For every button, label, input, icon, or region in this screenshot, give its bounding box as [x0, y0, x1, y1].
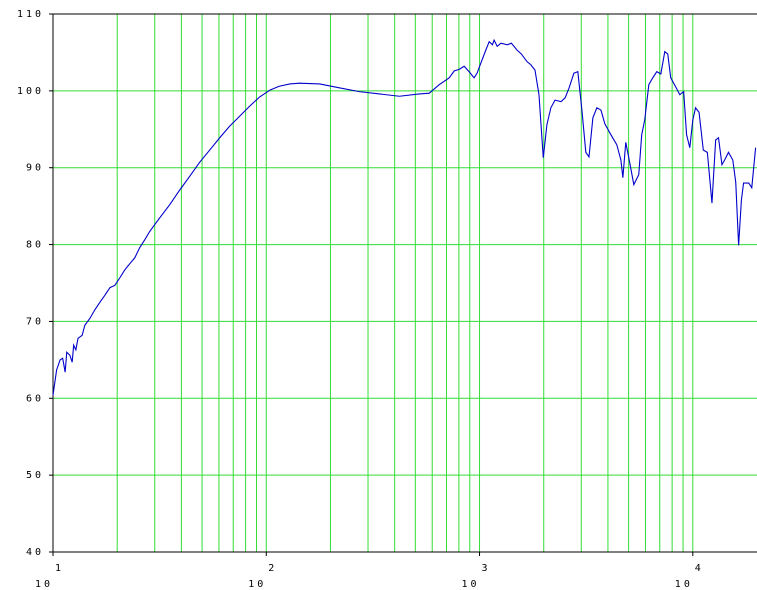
y-tick-label: 60	[26, 393, 44, 404]
x-tick-label: 10	[35, 579, 53, 590]
y-tick-label: 90	[26, 163, 44, 174]
x-tick-exponent: 1	[55, 563, 64, 574]
x-tick-exponent: 2	[268, 563, 277, 574]
y-tick-label: 50	[26, 470, 44, 481]
x-tick-exponent: 3	[482, 563, 491, 574]
x-tick-label: 10	[462, 579, 480, 590]
x-tick-exponent: 4	[695, 563, 704, 574]
x-tick-label: 10	[248, 579, 266, 590]
y-tick-label: 110	[17, 9, 44, 20]
y-tick-label: 40	[26, 547, 44, 558]
y-tick-label: 80	[26, 240, 44, 251]
y-tick-label: 100	[17, 86, 44, 97]
line-series	[52, 38, 757, 396]
x-tick-label: 10	[675, 579, 693, 590]
y-tick-label: 70	[26, 316, 44, 327]
